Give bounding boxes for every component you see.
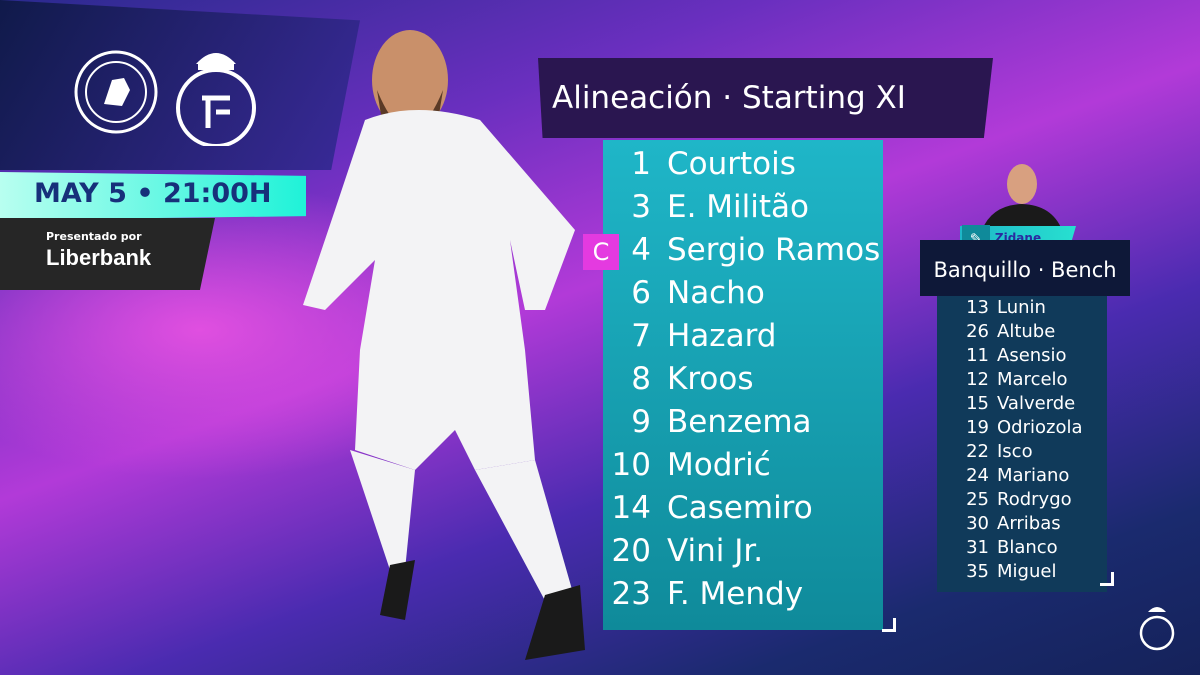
list-item: 6 Nacho <box>603 275 903 318</box>
player-number: 15 <box>966 393 989 414</box>
list-item: 13 Lunin <box>937 297 1107 318</box>
player-number: 12 <box>966 369 989 390</box>
list-item: 30 Arribas <box>937 513 1107 534</box>
player-number: 9 <box>631 404 651 440</box>
list-item: 15 Valverde <box>937 393 1107 414</box>
player-name: Courtois <box>667 146 796 182</box>
list-item: 24 Mariano <box>937 465 1107 486</box>
player-number: 20 <box>611 533 651 569</box>
player-photo <box>303 30 585 660</box>
player-name: Modrić <box>667 447 771 483</box>
player-name: E. Militão <box>667 189 809 225</box>
sponsor-logo: Liberbank <box>46 245 152 270</box>
player-name: Sergio Ramos <box>667 232 881 268</box>
captain-badge: C <box>583 234 619 270</box>
player-name: Asensio <box>997 345 1067 366</box>
list-item: 11 Asensio <box>937 345 1107 366</box>
player-name: F. Mendy <box>667 576 804 612</box>
corner-mark <box>1100 572 1114 586</box>
player-name: Hazard <box>667 318 777 354</box>
player-number: 26 <box>966 321 989 342</box>
player-number: 31 <box>966 537 989 558</box>
list-item: 12 Marcelo <box>937 369 1107 390</box>
player-number: 30 <box>966 513 989 534</box>
match-date: MAY 5 • 21:00H <box>0 172 306 220</box>
player-name: Altube <box>997 321 1056 342</box>
list-item: 9 Benzema <box>603 404 903 447</box>
bench-title: Banquillo · Bench <box>920 240 1130 296</box>
list-item: 31 Blanco <box>937 537 1107 558</box>
player-number: 19 <box>966 417 989 438</box>
player-name: Lunin <box>997 297 1046 318</box>
real-madrid-crest-icon <box>176 53 256 146</box>
corner-mark <box>882 618 896 632</box>
list-item: 19 Odriozola <box>937 417 1107 438</box>
list-item: 8 Kroos <box>603 361 903 404</box>
player-number: 24 <box>966 465 989 486</box>
page-title: Alineación · Starting XI <box>538 58 993 138</box>
chelsea-crest-icon <box>74 50 158 134</box>
list-item: 14 Casemiro <box>603 490 903 533</box>
player-number: 6 <box>631 275 651 311</box>
player-name: Valverde <box>997 393 1076 414</box>
bench-list: 13 Lunin 26 Altube 11 Asensio 12 Marcelo 15 V… <box>937 296 1107 592</box>
player-number: 7 <box>631 318 651 354</box>
player-name: Kroos <box>667 361 754 397</box>
player-number: 3 <box>631 189 651 225</box>
player-number: 1 <box>631 146 651 182</box>
player-number: 22 <box>966 441 989 462</box>
player-name: Odriozola <box>997 417 1083 438</box>
list-item: 23 F. Mendy <box>603 576 903 619</box>
crest-band <box>0 0 360 170</box>
list-item: 10 Modrić <box>603 447 903 490</box>
player-name: Isco <box>997 441 1033 462</box>
player-number: 10 <box>611 447 651 483</box>
list-item: 3 E. Militão <box>603 189 903 232</box>
list-item: 1 Courtois <box>603 146 903 189</box>
player-name: Vini Jr. <box>667 533 764 569</box>
player-name: Arribas <box>997 513 1061 534</box>
player-name: Benzema <box>667 404 812 440</box>
player-number: 14 <box>611 490 651 526</box>
list-item: 4 Sergio Ramos <box>603 232 903 275</box>
list-item: 20 Vini Jr. <box>603 533 903 576</box>
real-madrid-small-crest-icon <box>1139 607 1175 651</box>
player-name: Blanco <box>997 537 1058 558</box>
player-number: 11 <box>966 345 989 366</box>
player-name: Mariano <box>997 465 1070 486</box>
starting-xi-list: 1 Courtois 3 E. Militão 4 Sergio Ramos 6 Nac… <box>603 140 883 630</box>
list-item: 26 Altube <box>937 321 1107 342</box>
player-name: Rodrygo <box>997 489 1072 510</box>
player-name: Miguel <box>997 561 1057 582</box>
player-number: 23 <box>611 576 651 612</box>
sponsor-block: Presentado por Liberbank <box>0 218 215 290</box>
player-name: Nacho <box>667 275 765 311</box>
player-number: 8 <box>631 361 651 397</box>
player-number: 35 <box>966 561 989 582</box>
coach-photo <box>982 164 1062 230</box>
presented-by-label: Presentado por <box>46 230 142 243</box>
list-item: 7 Hazard <box>603 318 903 361</box>
player-name: Casemiro <box>667 490 813 526</box>
player-number: 13 <box>966 297 989 318</box>
list-item: 35 Miguel <box>937 561 1107 582</box>
player-number: 25 <box>966 489 989 510</box>
player-number: 4 <box>631 232 651 268</box>
player-name: Marcelo <box>997 369 1068 390</box>
list-item: 25 Rodrygo <box>937 489 1107 510</box>
list-item: 22 Isco <box>937 441 1107 462</box>
